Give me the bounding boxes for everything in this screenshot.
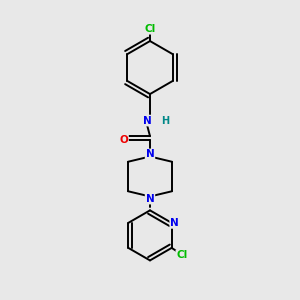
Text: O: O: [119, 135, 128, 145]
Text: Cl: Cl: [176, 250, 188, 260]
Text: N: N: [170, 218, 179, 228]
Text: H: H: [161, 116, 170, 126]
Text: N: N: [146, 149, 154, 159]
Text: N: N: [146, 194, 154, 204]
Text: N: N: [143, 116, 152, 126]
Text: Cl: Cl: [144, 24, 156, 34]
